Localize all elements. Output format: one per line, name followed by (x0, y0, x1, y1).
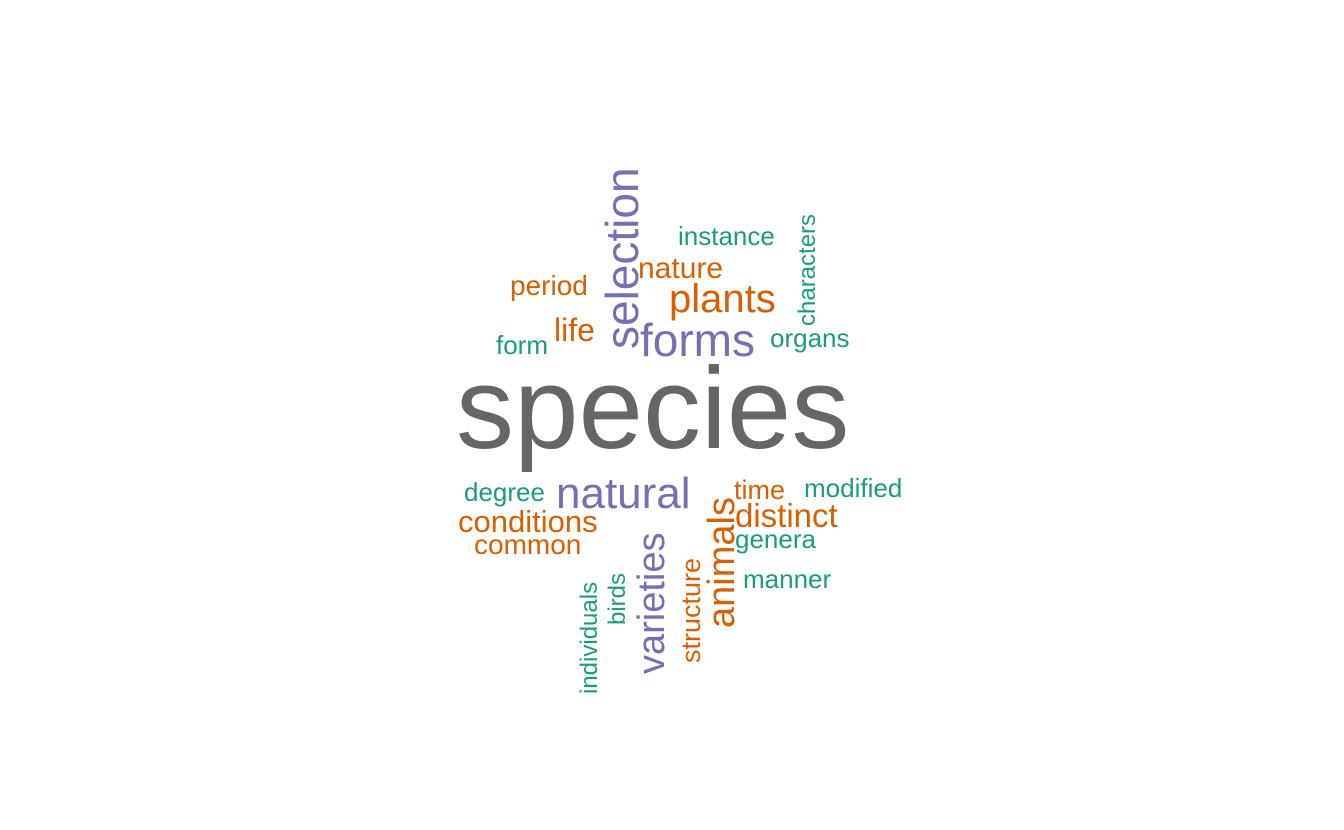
word-characters: characters (794, 214, 821, 326)
word-plants: plants (669, 277, 776, 321)
word-animals: animals (701, 497, 743, 628)
word-distinct: distinct (735, 497, 838, 534)
word-forms: forms (640, 314, 755, 366)
word-selection: selection (596, 167, 648, 349)
word-organs: organs (770, 323, 850, 353)
word-natural: natural (556, 469, 691, 518)
word-structure: structure (676, 558, 706, 663)
word-birds: birds (604, 573, 631, 625)
word-instance: instance (678, 221, 775, 251)
word-form: form (496, 330, 548, 360)
word-species: species (456, 343, 849, 473)
word-nature: nature (638, 252, 723, 285)
word-degree: degree (464, 477, 545, 507)
word-period: period (510, 270, 588, 301)
word-genera: genera (735, 524, 816, 554)
word-conditions: conditions (458, 504, 598, 539)
word-time: time (734, 475, 785, 505)
word-individuals: individuals (576, 582, 603, 694)
word-common: common (474, 529, 581, 560)
word-manner: manner (743, 564, 831, 594)
word-modified: modified (804, 473, 902, 503)
word-varieties: varieties (631, 533, 673, 675)
word-life: life (554, 312, 595, 348)
